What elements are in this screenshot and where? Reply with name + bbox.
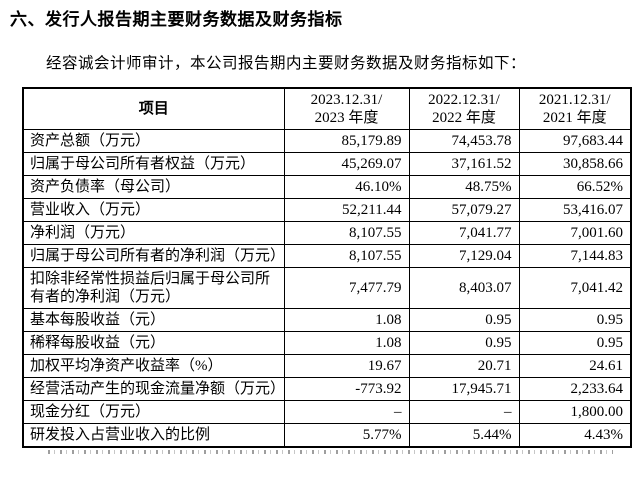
row-value-2022: 48.75%: [408, 175, 520, 199]
row-value-2021: 1,800.00: [518, 400, 632, 424]
row-value-2023: 5.77%: [283, 423, 410, 448]
row-value-2022: 37,161.52: [408, 152, 520, 176]
row-value-2023: 45,269.07: [283, 152, 410, 176]
table-row: 归属于母公司所有者权益（万元） 45,269.07 37,161.52 30,8…: [22, 152, 632, 176]
row-value-2022: 20.71: [408, 354, 520, 378]
header-item: 项目: [22, 87, 285, 130]
row-value-2021: 66.52%: [518, 175, 632, 199]
table-row: 基本每股收益（元） 1.08 0.95 0.95: [22, 308, 632, 332]
row-value-2021: 0.95: [518, 331, 632, 355]
section-title: 六、发行人报告期主要财务数据及财务指标: [10, 10, 343, 29]
row-value-2021: 2,233.64: [518, 377, 632, 401]
row-value-2023: 8,107.55: [283, 221, 410, 245]
row-value-2021: 7,144.83: [518, 244, 632, 268]
table-row: 资产负债率（母公司） 46.10% 48.75% 66.52%: [22, 175, 632, 199]
row-value-2023: 85,179.89: [283, 129, 410, 153]
row-value-2022: 17,945.71: [408, 377, 520, 401]
table-row: 加权平均净资产收益率（%） 19.67 20.71 24.61: [22, 354, 632, 378]
row-value-2022: –: [408, 400, 520, 424]
row-item-label: 现金分红（万元）: [22, 400, 285, 424]
row-item-label: 基本每股收益（元）: [22, 308, 285, 332]
row-value-2021: 24.61: [518, 354, 632, 378]
row-item-label: 资产总额（万元）: [22, 129, 285, 153]
row-value-2023: 7,477.79: [283, 267, 410, 309]
row-value-2023: 8,107.55: [283, 244, 410, 268]
table-row: 经营活动产生的现金流量净额（万元） -773.92 17,945.71 2,23…: [22, 377, 632, 401]
row-item-label: 研发投入占营业收入的比例: [22, 423, 285, 448]
row-value-2021: 7,001.60: [518, 221, 632, 245]
row-value-2023: 1.08: [283, 331, 410, 355]
header-2022-line1: 2022.12.31/: [428, 92, 500, 108]
row-item-label: 资产负债率（母公司）: [22, 175, 285, 199]
row-item-label: 加权平均净资产收益率（%）: [22, 354, 285, 378]
table-row: 归属于母公司所有者的净利润（万元） 8,107.55 7,129.04 7,14…: [22, 244, 632, 268]
row-item-label: 净利润（万元）: [22, 221, 285, 245]
row-item-label: 归属于母公司所有者权益（万元）: [22, 152, 285, 176]
row-value-2021: 0.95: [518, 308, 632, 332]
row-item-label: 经营活动产生的现金流量净额（万元）: [22, 377, 285, 401]
row-value-2023: -773.92: [283, 377, 410, 401]
header-2023-line2: 2023 年度: [314, 110, 379, 126]
row-value-2021: 4.43%: [518, 423, 632, 448]
intro-paragraph: 经容诚会计师审计，本公司报告期内主要财务数据及财务指标如下：: [46, 55, 527, 72]
row-item-label: 归属于母公司所有者的净利润（万元）: [22, 244, 285, 268]
row-value-2022: 0.95: [408, 308, 520, 332]
row-item-label: 扣除非经常性损益后归属于母公司所有者的净利润（万元）: [22, 267, 285, 309]
table-body: 资产总额（万元） 85,179.89 74,453.78 97,683.44 归…: [22, 129, 632, 448]
header-2021: 2021.12.31/ 2021 年度: [518, 87, 632, 130]
row-value-2023: 46.10%: [283, 175, 410, 199]
row-value-2021: 53,416.07: [518, 198, 632, 222]
table-row: 现金分红（万元） – – 1,800.00: [22, 400, 632, 424]
row-value-2021: 30,858.66: [518, 152, 632, 176]
row-value-2022: 7,041.77: [408, 221, 520, 245]
row-value-2021: 7,041.42: [518, 267, 632, 309]
table-row: 资产总额（万元） 85,179.89 74,453.78 97,683.44: [22, 129, 632, 153]
header-2023: 2023.12.31/ 2023 年度: [283, 87, 410, 130]
cropped-next-paragraph-top: [48, 450, 613, 454]
row-value-2023: –: [283, 400, 410, 424]
header-2023-line1: 2023.12.31/: [310, 92, 383, 108]
header-2021-line2: 2021 年度: [542, 110, 607, 126]
header-2021-line1: 2021.12.31/: [538, 92, 611, 108]
row-value-2022: 0.95: [408, 331, 520, 355]
table-row: 研发投入占营业收入的比例 5.77% 5.44% 4.43%: [22, 423, 632, 448]
row-value-2022: 7,129.04: [408, 244, 520, 268]
row-value-2022: 57,079.27: [408, 198, 520, 222]
header-item-label: 项目: [138, 101, 169, 117]
table-head: 项目 2023.12.31/ 2023 年度 2022.12.31/ 2022 …: [22, 87, 632, 130]
row-value-2023: 19.67: [283, 354, 410, 378]
table-header-row: 项目 2023.12.31/ 2023 年度 2022.12.31/ 2022 …: [22, 87, 632, 130]
row-value-2022: 5.44%: [408, 423, 520, 448]
table-row: 营业收入（万元） 52,211.44 57,079.27 53,416.07: [22, 198, 632, 222]
header-2022: 2022.12.31/ 2022 年度: [408, 87, 520, 130]
financial-data-table: 项目 2023.12.31/ 2023 年度 2022.12.31/ 2022 …: [22, 87, 632, 448]
row-value-2022: 8,403.07: [408, 267, 520, 309]
table-row: 稀释每股收益（元） 1.08 0.95 0.95: [22, 331, 632, 355]
row-value-2021: 97,683.44: [518, 129, 632, 153]
row-value-2022: 74,453.78: [408, 129, 520, 153]
table-row: 扣除非经常性损益后归属于母公司所有者的净利润（万元） 7,477.79 8,40…: [22, 267, 632, 309]
row-value-2023: 52,211.44: [283, 198, 410, 222]
header-2022-line2: 2022 年度: [432, 110, 496, 126]
row-item-label: 稀释每股收益（元）: [22, 331, 285, 355]
table-row: 净利润（万元） 8,107.55 7,041.77 7,001.60: [22, 221, 632, 245]
row-value-2023: 1.08: [283, 308, 410, 332]
row-item-label: 营业收入（万元）: [22, 198, 285, 222]
